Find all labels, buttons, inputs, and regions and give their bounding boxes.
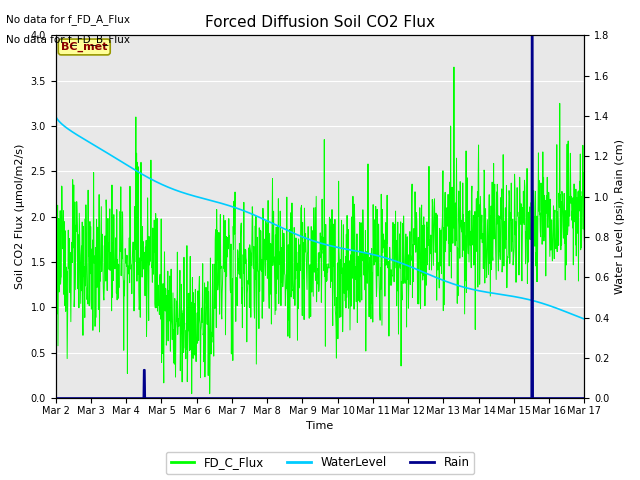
Y-axis label: Water Level (psi), Rain (cm): Water Level (psi), Rain (cm) [615,139,625,294]
Text: BC_met: BC_met [61,42,108,52]
Text: No data for f_FD_B_Flux: No data for f_FD_B_Flux [6,34,131,45]
X-axis label: Time: Time [307,421,333,432]
Legend: FD_C_Flux, WaterLevel, Rain: FD_C_Flux, WaterLevel, Rain [166,452,474,474]
Title: Forced Diffusion Soil CO2 Flux: Forced Diffusion Soil CO2 Flux [205,15,435,30]
Text: No data for f_FD_A_Flux: No data for f_FD_A_Flux [6,14,131,25]
Y-axis label: Soil CO2 Flux (μmol/m2/s): Soil CO2 Flux (μmol/m2/s) [15,144,25,289]
